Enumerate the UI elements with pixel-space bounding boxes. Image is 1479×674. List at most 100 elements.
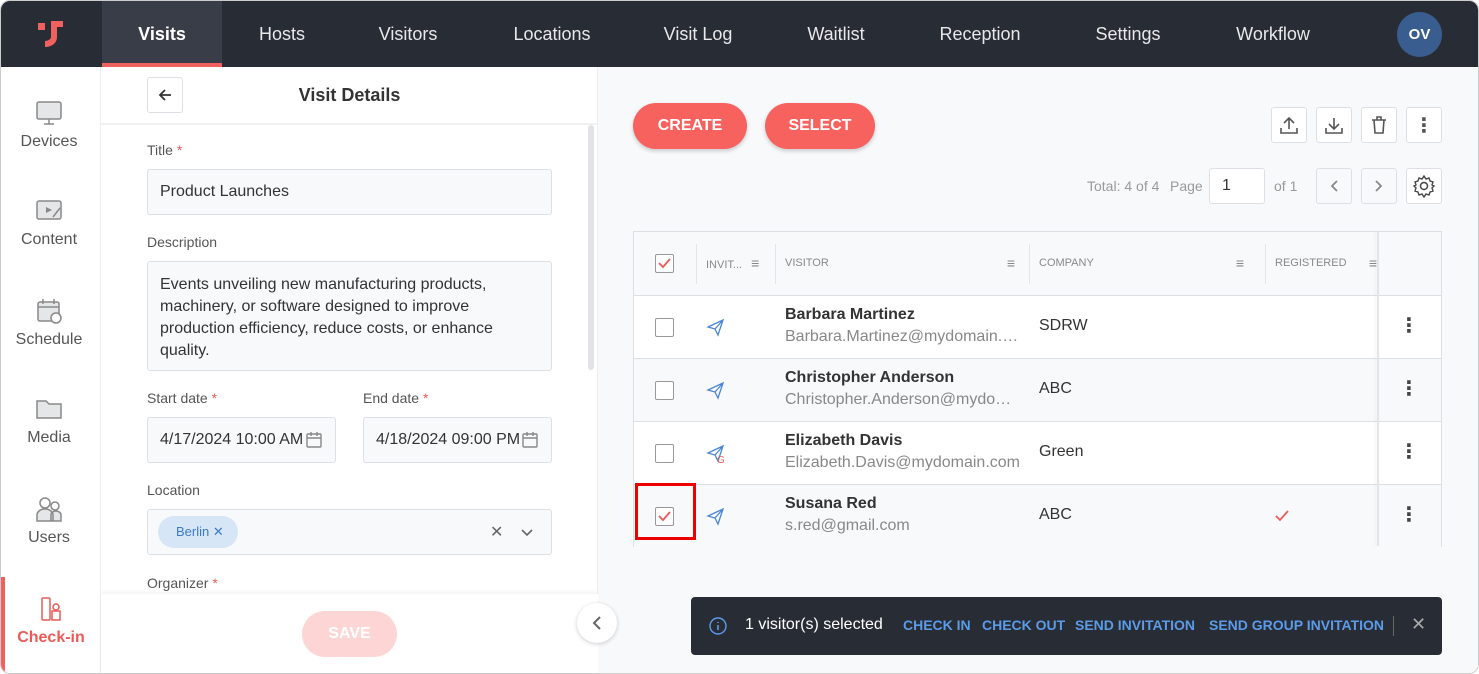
svg-text:G: G bbox=[717, 455, 725, 464]
nav-settings[interactable]: Settings bbox=[1095, 24, 1161, 44]
visitor-name[interactable]: Christopher Anderson bbox=[785, 369, 955, 386]
chip-remove-icon[interactable]: ✕ bbox=[212, 524, 224, 539]
check-out-action[interactable]: CHECK OUT bbox=[982, 617, 1066, 633]
calendar-icon[interactable] bbox=[305, 431, 323, 449]
top-nav: Visits Hosts Visitors Locations Visit Lo… bbox=[1, 1, 1478, 67]
sidebar: Devices Content Schedule Media Users Che… bbox=[1, 67, 101, 673]
save-button[interactable]: SAVE bbox=[302, 611, 397, 657]
panel-title: Visit Details bbox=[298, 85, 401, 105]
chevron-left-icon bbox=[1330, 180, 1338, 192]
organizer-label: Organizer * bbox=[147, 575, 218, 591]
page-input[interactable]: 1 bbox=[1209, 168, 1265, 204]
create-button[interactable]: CREATE bbox=[633, 103, 747, 149]
send-invitation-action[interactable]: SEND INVITATION bbox=[1075, 617, 1196, 633]
nav-reception[interactable]: Reception bbox=[939, 24, 1021, 44]
send-invitation-icon[interactable] bbox=[706, 381, 726, 401]
download-button[interactable] bbox=[1316, 107, 1352, 143]
description-label: Description bbox=[147, 234, 218, 250]
header-registered[interactable]: REGISTERED ≡ bbox=[1275, 232, 1377, 295]
visitor-name[interactable]: Elizabeth Davis bbox=[785, 432, 903, 449]
chevron-right-icon bbox=[1375, 180, 1383, 192]
nav-visit-log[interactable]: Visit Log bbox=[663, 24, 733, 44]
sidebar-item-media[interactable]: Media bbox=[1, 395, 97, 447]
row-menu-icon[interactable]: ⋮ bbox=[1399, 315, 1419, 337]
location-label: Location bbox=[147, 482, 200, 498]
row-menu-icon[interactable]: ⋮ bbox=[1399, 441, 1419, 463]
visitor-company: SDRW bbox=[1039, 317, 1088, 334]
send-group-invitation-action[interactable]: SEND GROUP INVITATION bbox=[1209, 617, 1385, 633]
nav-visitors[interactable]: Visitors bbox=[378, 24, 438, 44]
sidebar-item-devices[interactable]: Devices bbox=[1, 99, 97, 151]
monitor-icon bbox=[36, 101, 62, 125]
next-page-button[interactable] bbox=[1361, 168, 1397, 204]
visitor-email: s.red@gmail.com bbox=[785, 517, 910, 534]
more-vertical-icon: ⋮ bbox=[1414, 114, 1434, 137]
visitor-name[interactable]: Susana Red bbox=[785, 495, 877, 512]
chevron-down-icon[interactable] bbox=[520, 525, 534, 539]
arrow-left-icon bbox=[158, 89, 171, 101]
close-icon[interactable]: ✕ bbox=[1411, 614, 1427, 634]
row-checkbox[interactable] bbox=[655, 381, 674, 400]
location-select[interactable]: Berlin ✕ ✕ bbox=[147, 509, 552, 555]
more-button[interactable]: ⋮ bbox=[1406, 107, 1442, 143]
visitor-email: Barbara.Martinez@mydomain.com bbox=[785, 328, 1021, 345]
upload-icon bbox=[1280, 116, 1298, 134]
start-date-input[interactable]: 4/17/2024 10:00 AM bbox=[147, 417, 336, 463]
description-textarea[interactable]: Events unveiling new manufacturing produ… bbox=[147, 261, 552, 371]
title-input[interactable]: Product Launches bbox=[147, 169, 552, 215]
logo-icon bbox=[38, 21, 63, 47]
table-settings-button[interactable] bbox=[1406, 168, 1442, 204]
clear-icon[interactable]: ✕ bbox=[490, 524, 504, 541]
row-checkbox[interactable] bbox=[655, 318, 674, 337]
row-menu-icon[interactable]: ⋮ bbox=[1399, 504, 1419, 526]
nav-visits[interactable]: Visits bbox=[102, 1, 222, 67]
delete-button[interactable] bbox=[1361, 107, 1397, 143]
visitor-company: Green bbox=[1039, 443, 1084, 460]
nav-locations[interactable]: Locations bbox=[513, 24, 591, 44]
table-row[interactable]: Susana Red s.red@gmail.com ABC ⋮ bbox=[634, 484, 1441, 547]
sidebar-item-users[interactable]: Users bbox=[1, 495, 97, 547]
visitor-email: Elizabeth.Davis@mydomain.com bbox=[785, 454, 1020, 471]
filter-icon: ≡ bbox=[1235, 255, 1244, 271]
chevron-left-icon bbox=[592, 616, 601, 630]
sidebar-label: Media bbox=[27, 429, 71, 446]
select-all-checkbox[interactable] bbox=[655, 254, 674, 273]
sidebar-item-content[interactable]: Content bbox=[1, 197, 97, 249]
table-row[interactable]: Barbara Martinez Barbara.Martinez@mydoma… bbox=[634, 295, 1441, 358]
visitor-company: ABC bbox=[1039, 506, 1072, 523]
upload-button[interactable] bbox=[1271, 107, 1307, 143]
send-invitation-icon[interactable] bbox=[706, 318, 726, 338]
table-row[interactable]: G Elizabeth Davis Elizabeth.Davis@mydoma… bbox=[634, 421, 1441, 484]
sidebar-item-check-in[interactable]: Check-in bbox=[1, 577, 97, 673]
logo[interactable] bbox=[1, 1, 101, 67]
prev-page-button[interactable] bbox=[1316, 168, 1352, 204]
table-row[interactable]: Christopher Anderson Christopher.Anderso… bbox=[634, 358, 1441, 421]
folder-icon bbox=[36, 400, 62, 419]
sidebar-item-schedule[interactable]: Schedule bbox=[1, 297, 97, 349]
header-visitor[interactable]: VISITOR ≡ bbox=[785, 232, 1025, 295]
calendar-icon[interactable] bbox=[521, 431, 539, 449]
trash-icon bbox=[1372, 116, 1386, 134]
back-button[interactable] bbox=[147, 77, 183, 113]
send-group-invitation-icon[interactable]: G bbox=[706, 444, 726, 464]
nav-waitlist[interactable]: Waitlist bbox=[807, 24, 865, 44]
calendar-icon bbox=[37, 299, 62, 324]
selection-toast: 1 visitor(s) selected CHECK IN CHECK OUT… bbox=[691, 597, 1442, 655]
form-scrollbar[interactable] bbox=[588, 125, 594, 370]
nav-hosts[interactable]: Hosts bbox=[258, 24, 306, 44]
row-checkbox[interactable] bbox=[655, 444, 674, 463]
header-invite[interactable]: INVIT... ≡ bbox=[706, 232, 760, 295]
header-company[interactable]: COMPANY ≡ bbox=[1039, 232, 1254, 295]
visitor-name[interactable]: Barbara Martinez bbox=[785, 306, 915, 323]
row-checkbox[interactable] bbox=[655, 507, 674, 526]
select-button[interactable]: SELECT bbox=[765, 103, 875, 149]
toast-message: 1 visitor(s) selected bbox=[745, 616, 883, 633]
nav-workflow[interactable]: Workflow bbox=[1236, 24, 1310, 44]
row-menu-icon[interactable]: ⋮ bbox=[1399, 378, 1419, 400]
page-label: Page bbox=[1170, 178, 1203, 194]
collapse-panel-button[interactable] bbox=[577, 603, 617, 643]
send-invitation-icon[interactable] bbox=[706, 507, 726, 527]
end-date-input[interactable]: 4/18/2024 09:00 PM bbox=[363, 417, 552, 463]
avatar[interactable]: OV bbox=[1397, 12, 1442, 57]
check-in-action[interactable]: CHECK IN bbox=[903, 617, 971, 633]
